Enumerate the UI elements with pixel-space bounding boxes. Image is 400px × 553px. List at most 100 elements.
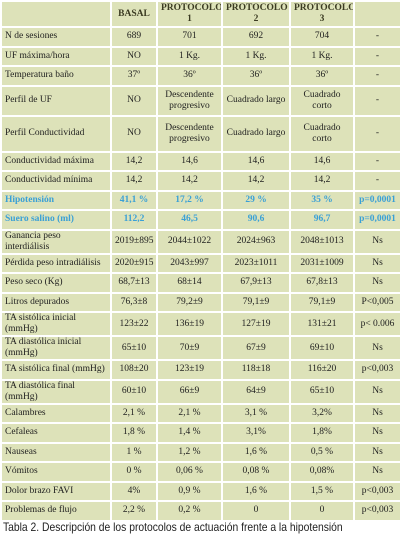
cell: 41,1 %: [110, 189, 158, 211]
cell: 64±9: [221, 378, 291, 405]
cell: 66±9: [156, 378, 223, 405]
cell: -: [353, 114, 400, 153]
row-label: Peso seco (Kg): [0, 272, 112, 294]
cell: 0,9 %: [156, 480, 223, 502]
cell: 36º: [221, 65, 291, 87]
cell: 1,2 %: [156, 441, 223, 463]
header-row: BASAL PROTOCOLO 1 PROTOCOLO 2 PROTOCOLO 3: [0, 0, 400, 28]
cell: 1 Kg.: [156, 45, 223, 67]
table-row: Cefaleas 1,8 % 1,4 % 3,1% 1,8% Ns: [0, 422, 400, 444]
cell: 123±19: [156, 359, 223, 381]
cell: 67±9: [221, 335, 291, 361]
cell: 14,6: [221, 150, 291, 172]
cell: 127±19: [221, 311, 291, 337]
table-row: Hipotensión 41,1 % 17,2 % 29 % 35 % p=0,0001: [0, 189, 400, 211]
row-label: TA diastólica inicial (mmHg): [0, 335, 112, 361]
cell: Ns: [353, 335, 400, 361]
row-label: Ganancia peso interdiálisis: [0, 228, 112, 255]
row-label: TA diastólica final (mmHg): [0, 378, 112, 405]
cell: 0: [221, 500, 291, 522]
row-label: Temperatura baño: [0, 65, 112, 87]
cell: 0: [289, 500, 355, 522]
cell: 0,08 %: [221, 461, 291, 483]
cell: 14,2: [156, 170, 223, 192]
cell: 14,2: [110, 170, 158, 192]
row-label: Perfil de UF: [0, 84, 112, 117]
row-label: N de sesiones: [0, 26, 112, 48]
cell: 35 %: [289, 189, 355, 211]
cell: Ns: [353, 402, 400, 424]
table-row: Peso seco (Kg) 68,7±13 68±14 67,9±13 67,8±13…: [0, 272, 400, 294]
cell: 65±10: [289, 378, 355, 405]
row-label: Perfil Conductividad: [0, 114, 112, 153]
cell: 68,7±13: [110, 272, 158, 294]
row-label: Hipotensión: [0, 189, 112, 211]
row-label: Nauseas: [0, 441, 112, 463]
cell: 1,6 %: [221, 441, 291, 463]
cell: -: [353, 45, 400, 67]
row-label: Pérdida peso intradiálisis: [0, 252, 112, 274]
cell: 2024±963: [221, 228, 291, 255]
row-label: Suero salino (ml): [0, 209, 112, 231]
cell: 14,2: [289, 170, 355, 192]
cell: 69±10: [289, 335, 355, 361]
cell: Ns: [353, 252, 400, 274]
cell: p< 0.006: [353, 311, 400, 337]
cell: 1,4 %: [156, 422, 223, 444]
table-row: Temperatura baño 37º 36º 36º 36º -: [0, 65, 400, 87]
table-row: Nauseas 1 % 1,2 % 1,6 % 0,5 % Ns: [0, 441, 400, 463]
cell: 131±21: [289, 311, 355, 337]
cell: P<0,005: [353, 291, 400, 313]
cell: p<0,003: [353, 500, 400, 522]
cell: 2044±1022: [156, 228, 223, 255]
cell: 118±18: [221, 359, 291, 381]
row-label: Vómitos: [0, 461, 112, 483]
row-label: Calambres: [0, 402, 112, 424]
cell: -: [353, 84, 400, 117]
cell: 0,06 %: [156, 461, 223, 483]
cell: Descendente progresivo: [156, 84, 223, 117]
cell: Cuadrado largo: [221, 84, 291, 117]
cell: Cuadrado corto: [289, 84, 355, 117]
cell: 76,3±8: [110, 291, 158, 313]
cell: 67,8±13: [289, 272, 355, 294]
cell: Ns: [353, 272, 400, 294]
row-label: TA sistólica inicial (mmHg): [0, 311, 112, 337]
cell: Descendente progresivo: [156, 114, 223, 153]
table-row: Pérdida peso intradiálisis 2020±915 2043±9…: [0, 252, 400, 274]
cell: 1,8%: [289, 422, 355, 444]
cell: 1 Kg.: [221, 45, 291, 67]
cell: 2048±1013: [289, 228, 355, 255]
cell: -: [353, 65, 400, 87]
header-cell: BASAL: [110, 0, 158, 28]
row-label: Dolor brazo FAVI: [0, 480, 112, 502]
cell: NO: [110, 45, 158, 67]
cell: 0,2 %: [156, 500, 223, 522]
cell: 0,5 %: [289, 441, 355, 463]
cell: 1,6 %: [221, 480, 291, 502]
table-row: Ganancia peso interdiálisis 2019±895 2044±…: [0, 228, 400, 255]
table-row: TA diastólica inicial (mmHg) 65±10 70±9 67±…: [0, 335, 400, 361]
table-row: Dolor brazo FAVI 4% 0,9 % 1,6 % 1,5 % p<0,003: [0, 480, 400, 502]
cell: 689: [110, 26, 158, 48]
cell: Cuadrado largo: [221, 114, 291, 153]
caption: Tabla 2. Descripción de los protocolos d…: [3, 520, 343, 534]
cell: 79,2±9: [156, 291, 223, 313]
header-cell: [353, 0, 400, 28]
cell: 90,6: [221, 209, 291, 231]
table-row: N de sesiones 689 701 692 704-: [0, 26, 400, 48]
table-row: Litros depurados 76,3±8 79,2±9 79,1±9 79,1±9…: [0, 291, 400, 313]
cell: 1 %: [110, 441, 158, 463]
cell: 79,1±9: [221, 291, 291, 313]
cell: 2,1 %: [156, 402, 223, 424]
row-label: Litros depurados: [0, 291, 112, 313]
cell: -: [353, 170, 400, 192]
cell: 2031±1009: [289, 252, 355, 274]
cell: 65±10: [110, 335, 158, 361]
cell: Ns: [353, 422, 400, 444]
cell: 123±22: [110, 311, 158, 337]
table-row: TA diastólica final (mmHg) 60±10 66±9 64±9 6…: [0, 378, 400, 405]
row-label: Conductividad mínima: [0, 170, 112, 192]
cell: 3,1 %: [221, 402, 291, 424]
cell: Ns: [353, 378, 400, 405]
